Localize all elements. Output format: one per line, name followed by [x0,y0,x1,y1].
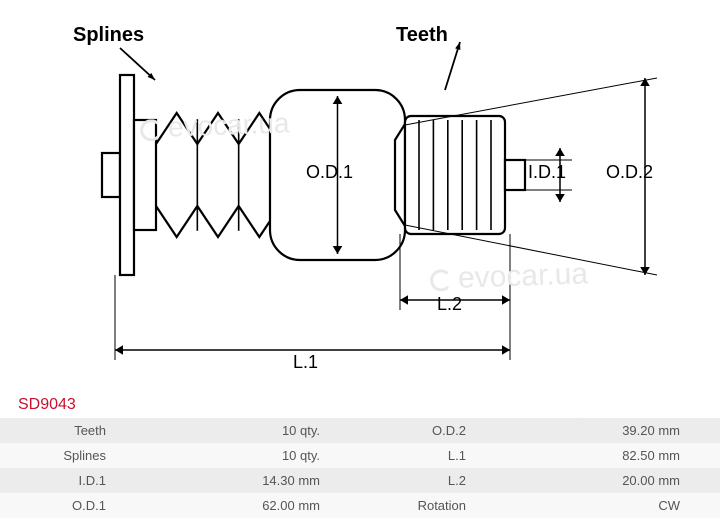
splines-label: Splines [73,24,144,47]
spec-value: 10 qty. [120,443,360,468]
spec-value: 20.00 mm [480,468,720,493]
spec-key: Rotation [360,493,480,518]
diagram-area [0,0,720,395]
spec-key: O.D.2 [360,418,480,443]
spec-value: 62.00 mm [120,493,360,518]
id1-label: I.D.1 [528,162,566,183]
spec-key: Splines [0,443,120,468]
spec-value: 39.20 mm [480,418,720,443]
spec-key: L.1 [360,443,480,468]
l2-label: L.2 [437,294,462,315]
teeth-label: Teeth [396,24,448,47]
technical-drawing [0,0,720,395]
spec-value: CW [480,493,720,518]
spec-key: O.D.1 [0,493,120,518]
od2-label: O.D.2 [606,162,653,183]
table-row: I.D.114.30 mmL.220.00 mm [0,468,720,493]
part-code: SD9043 [18,396,76,414]
spec-value: 10 qty. [120,418,360,443]
table-row: Splines10 qty.L.182.50 mm [0,443,720,468]
table-row: Teeth10 qty.O.D.239.20 mm [0,418,720,443]
table-row: O.D.162.00 mmRotationCW [0,493,720,518]
l1-label: L.1 [293,352,318,373]
spec-key: I.D.1 [0,468,120,493]
od1-label: O.D.1 [306,162,353,183]
spec-key: L.2 [360,468,480,493]
spec-key: Teeth [0,418,120,443]
spec-table: Teeth10 qty.O.D.239.20 mmSplines10 qty.L… [0,418,720,518]
spec-value: 82.50 mm [480,443,720,468]
spec-value: 14.30 mm [120,468,360,493]
